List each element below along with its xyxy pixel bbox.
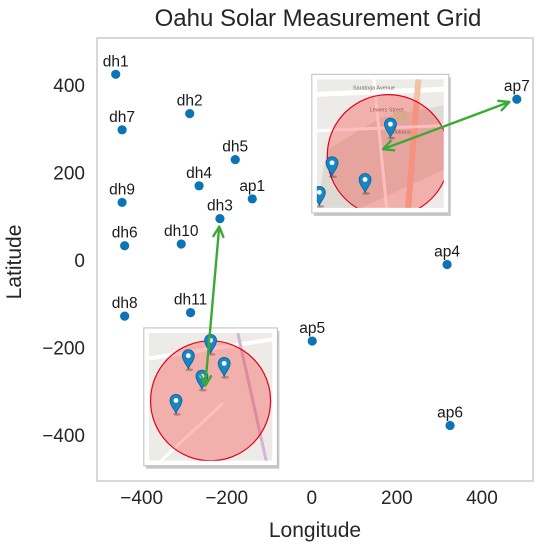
- x-tick-label: 200: [381, 488, 413, 509]
- inset-lower-left: [143, 327, 280, 469]
- map-pin-icon: [169, 394, 183, 416]
- x-axis-label: Longitude: [269, 519, 361, 542]
- data-point-dh1: [111, 69, 121, 79]
- street-label: Kalakaua: [388, 129, 412, 135]
- point-label-dh4: dh4: [186, 165, 212, 182]
- y-axis-label: Latitude: [3, 225, 26, 300]
- x-tick-label: 400: [466, 488, 498, 509]
- y-tick-label: −400: [42, 426, 85, 447]
- map-pin-icon: [384, 117, 397, 140]
- map-pin-icon: [181, 349, 195, 372]
- data-point-ap1: [247, 194, 257, 204]
- data-point-ap6: [445, 420, 455, 431]
- data-point-dh7: [117, 125, 127, 135]
- data-point-dh3: [215, 214, 225, 224]
- axis-ticks: −400 −200 0 200 400 400 200 0 −200 −400: [42, 76, 498, 509]
- y-tick-label: 400: [53, 76, 85, 97]
- inset-upper-right: Saratoga Avenue Lewers Street Kalakaua: [311, 73, 451, 216]
- x-tick-label: −200: [205, 488, 248, 509]
- point-label-dh7: dh7: [109, 109, 135, 126]
- data-point-dh6: [120, 241, 130, 251]
- data-point-ap5: [307, 336, 317, 346]
- point-label-dh8: dh8: [112, 295, 138, 312]
- x-tick-label: 0: [307, 488, 318, 509]
- point-label-dh9: dh9: [109, 181, 135, 198]
- street-label: Saratoga Avenue: [353, 85, 395, 91]
- data-point-ap4: [442, 259, 452, 270]
- map-pin-icon: [217, 356, 231, 379]
- x-tick-label: −400: [120, 488, 163, 509]
- map-tile: Saratoga Avenue Lewers Street Kalakaua: [316, 79, 444, 208]
- data-point-dh5: [230, 154, 240, 165]
- point-label-ap7: ap7: [504, 78, 530, 95]
- data-point-dh10: [176, 239, 186, 249]
- point-label-dh10: dh10: [164, 223, 199, 240]
- point-label-dh6: dh6: [112, 225, 138, 242]
- data-point-dh9: [117, 197, 127, 208]
- point-label-dh1: dh1: [103, 53, 129, 70]
- point-label-ap5: ap5: [299, 320, 325, 337]
- chart-title: Oahu Solar Measurement Grid: [155, 5, 482, 32]
- point-label-dh5: dh5: [222, 139, 248, 156]
- data-point-dh8: [120, 311, 130, 321]
- map-pin-icon: [325, 156, 339, 179]
- point-label-dh2: dh2: [177, 93, 203, 110]
- arrow-ap7: [382, 100, 510, 151]
- point-label-dh11: dh11: [174, 292, 207, 309]
- point-label-ap1: ap1: [239, 178, 265, 195]
- y-tick-label: −200: [42, 339, 85, 360]
- map-pin-icon: [316, 185, 326, 208]
- y-tick-label: 200: [53, 164, 85, 185]
- street-label: Lewers Street: [370, 107, 404, 113]
- radius-circle: [149, 340, 272, 461]
- radius-circle: [326, 94, 444, 208]
- arrows: [199, 99, 511, 387]
- map-tile: [148, 332, 273, 461]
- point-label-dh3: dh3: [207, 198, 233, 215]
- data-point-dh2: [185, 109, 195, 119]
- y-tick-label: 0: [74, 251, 85, 272]
- data-point-ap7: [512, 94, 522, 104]
- point-label-ap6: ap6: [437, 404, 463, 421]
- data-point-dh4: [194, 181, 204, 191]
- data-points: dh1 dh2 dh7 dh5 dh4 ap1 dh9 dh3 dh10 dh6 ap4 dh8 dh1…: [103, 53, 530, 431]
- point-label-ap4: ap4: [434, 244, 460, 261]
- data-point-dh11: [185, 308, 196, 318]
- map-pin-icon: [358, 173, 372, 195]
- arrow-dh3: [204, 226, 221, 386]
